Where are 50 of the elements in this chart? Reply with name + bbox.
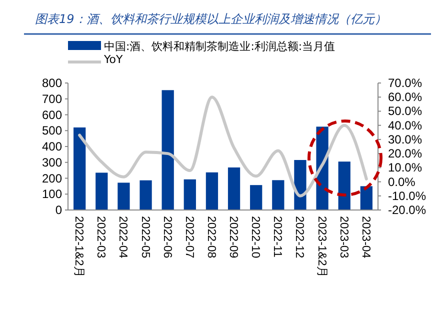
bar bbox=[272, 180, 284, 210]
y2-tick-label: 40.0% bbox=[388, 118, 422, 132]
bar bbox=[228, 167, 240, 210]
bar bbox=[118, 182, 130, 210]
y-tick-label: 0 bbox=[55, 203, 62, 217]
x-tick-label: 2022-1&2月 bbox=[72, 216, 86, 278]
y-tick-label: 300 bbox=[42, 155, 62, 170]
bar bbox=[206, 172, 218, 210]
bar bbox=[162, 90, 174, 210]
bar bbox=[96, 172, 108, 210]
legend-label: 中国:酒、饮料和精制茶制造业:利润总额:当月值 bbox=[104, 40, 336, 53]
y2-tick-label: 10.0% bbox=[388, 160, 422, 175]
x-tick-label: 2023-04 bbox=[359, 216, 372, 259]
bar bbox=[294, 160, 306, 210]
x-tick-label: 2022-09 bbox=[227, 216, 240, 258]
y-tick-label: 400 bbox=[42, 140, 62, 154]
y-tick-label: 700 bbox=[42, 92, 62, 106]
legend-label: YoY bbox=[103, 53, 123, 66]
y2-tick-label: 60.0% bbox=[388, 90, 422, 104]
x-tick-label: 2022-11 bbox=[271, 216, 284, 258]
y-tick-label: 800 bbox=[42, 76, 62, 90]
y2-tick-label: 50.0% bbox=[388, 104, 422, 118]
x-tick-label: 2022-06 bbox=[160, 216, 173, 258]
y-tick-label: 600 bbox=[42, 108, 62, 122]
bar bbox=[338, 162, 350, 210]
x-tick-label: 2022-05 bbox=[138, 216, 151, 258]
y2-tick-label: 0.0% bbox=[388, 174, 416, 189]
y2-tick-label: -10.0% bbox=[388, 188, 426, 203]
bar bbox=[184, 179, 196, 210]
y-tick-label: 100 bbox=[42, 187, 62, 202]
x-tick-label: 2023-03 bbox=[337, 216, 350, 258]
y2-tick-label: 70.0% bbox=[388, 76, 422, 90]
line-series bbox=[78, 96, 368, 198]
bar bbox=[140, 180, 152, 210]
x-tick-label: 2022-10 bbox=[249, 216, 262, 258]
x-tick-label: 2022-07 bbox=[182, 216, 195, 258]
x-tick-label: 2022-03 bbox=[94, 216, 107, 258]
bar bbox=[360, 186, 372, 210]
x-tick-label: 2022-08 bbox=[204, 216, 217, 258]
x-tick-label: 2022-12 bbox=[293, 216, 306, 258]
x-tick-label: 2022-04 bbox=[116, 216, 129, 259]
y-tick-label: 500 bbox=[42, 124, 62, 138]
bar bbox=[250, 185, 262, 210]
y2-tick-label: -20.0% bbox=[388, 203, 426, 217]
y-tick-label: 200 bbox=[42, 171, 62, 186]
bar bbox=[74, 127, 86, 210]
y2-tick-label: 30.0% bbox=[388, 132, 422, 146]
chart-title: 图表19：酒、饮料和茶行业规模以上企业利润及增速情况（亿元） bbox=[35, 12, 386, 26]
x-tick-label: 2023-1&2月 bbox=[315, 216, 328, 278]
y2-tick-label: 20.0% bbox=[388, 146, 422, 161]
